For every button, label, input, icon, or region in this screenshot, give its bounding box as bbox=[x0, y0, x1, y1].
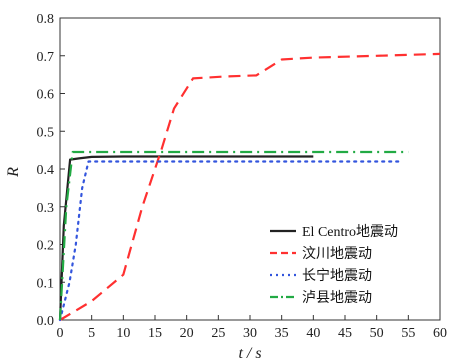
x-axis-label: t / s bbox=[238, 345, 261, 359]
x-tick-label: 5 bbox=[88, 326, 95, 341]
x-tick-label: 15 bbox=[148, 326, 162, 341]
x-tick-label: 25 bbox=[211, 326, 225, 341]
legend-label: El Centro地震动 bbox=[302, 224, 398, 240]
x-tick-label: 30 bbox=[243, 326, 257, 341]
x-tick-label: 45 bbox=[338, 326, 352, 341]
plot-area bbox=[59, 17, 441, 321]
y-tick-label: 0.0 bbox=[37, 314, 55, 329]
x-tick-label: 35 bbox=[275, 326, 289, 341]
x-tick-label: 55 bbox=[401, 326, 415, 341]
y-tick-label: 0.3 bbox=[37, 201, 55, 216]
legend-label: 汶川地震动 bbox=[302, 245, 372, 262]
y-tick-label: 0.5 bbox=[37, 125, 55, 140]
y-tick-label: 0.1 bbox=[37, 276, 55, 291]
x-tick-label: 20 bbox=[180, 326, 194, 341]
y-tick-label: 0.2 bbox=[37, 239, 55, 254]
x-tick-label: 40 bbox=[306, 326, 320, 341]
series-layer bbox=[58, 52, 441, 322]
x-tick-label: 10 bbox=[116, 326, 130, 341]
x-tick-label: 60 bbox=[433, 326, 447, 341]
series-line-3 bbox=[58, 160, 404, 322]
legend-label: 泸县地震动 bbox=[302, 290, 372, 306]
y-axis-label: R bbox=[5, 167, 22, 178]
x-tick-label: 50 bbox=[370, 326, 384, 341]
x-tick-label: 0 bbox=[57, 326, 64, 341]
series-line-4 bbox=[58, 150, 409, 321]
y-tick-label: 0.6 bbox=[37, 88, 55, 103]
y-tick-label: 0.7 bbox=[37, 50, 55, 65]
y-tick-label: 0.8 bbox=[37, 12, 55, 27]
series-line-1 bbox=[58, 155, 314, 321]
series-line-2 bbox=[59, 52, 441, 321]
y-tick-label: 0.4 bbox=[37, 163, 55, 178]
legend-label: 长宁地震动 bbox=[302, 267, 372, 284]
ticks-layer: 0 5 10 15 20 25 30 35 40 45 50 55 60 0.0 0.1 0.2 0.3 0.4 0… bbox=[37, 12, 448, 341]
